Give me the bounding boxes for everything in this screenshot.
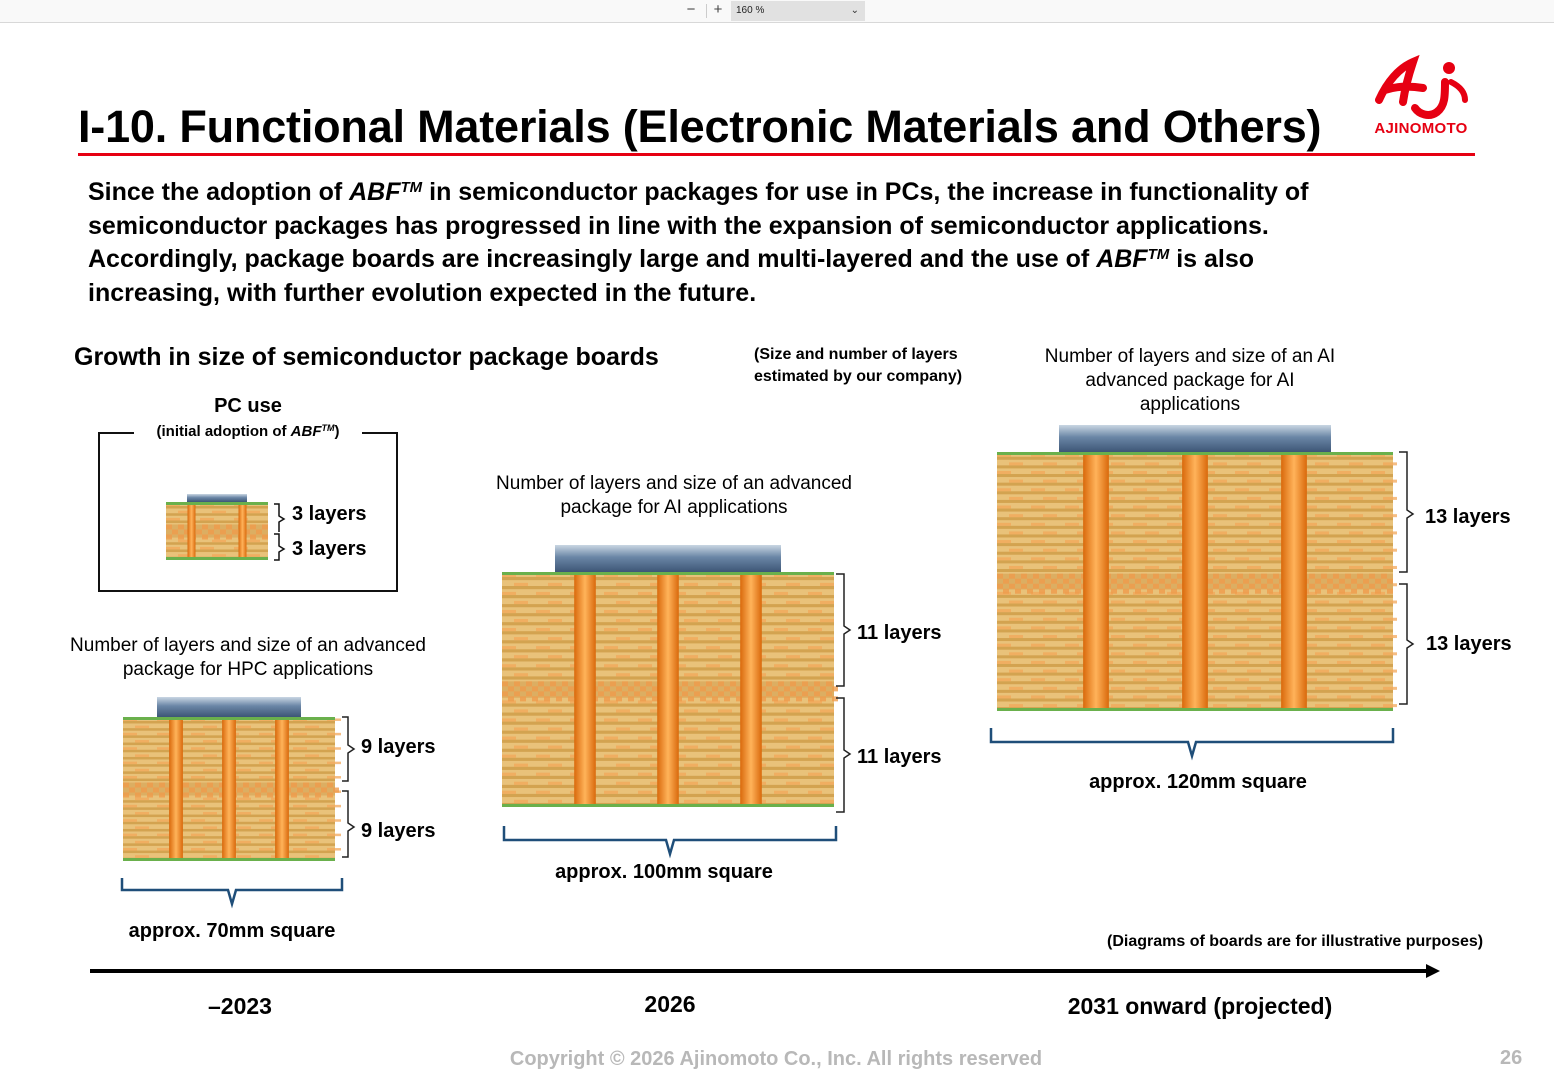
hpc-top-layers: 9 layers <box>361 736 436 758</box>
via <box>574 572 596 807</box>
intro-paragraph: Since the adoption of ABFTM in semicondu… <box>88 178 1309 307</box>
hpc-size-bracket <box>120 876 344 913</box>
ai-2031-layer-brackets <box>1397 450 1417 713</box>
hpc-layer-brackets <box>340 715 360 866</box>
layer-bracket-icon <box>1399 451 1415 705</box>
ai-2026-top-layers: 11 layers <box>857 622 942 644</box>
estimate-note: (Size and number of layers estimated by … <box>754 346 963 385</box>
title-underline <box>78 153 1475 156</box>
layer-bracket-icon <box>342 716 356 858</box>
via <box>222 717 236 861</box>
logo-wordmark: AJINOMOTO <box>1374 120 1468 137</box>
ai-2026-layer-brackets <box>834 572 854 821</box>
ai-2031-board <box>997 425 1397 716</box>
pc-top-layers: 3 layers <box>292 503 367 525</box>
via <box>169 717 183 861</box>
viewer-toolbar: − + 160 % ⌄ <box>0 0 1554 23</box>
zoom-level-value: 160 % <box>736 5 765 16</box>
via <box>657 572 679 807</box>
via <box>275 717 289 861</box>
timeline-2023: –2023 <box>208 993 272 1019</box>
ai-2031-size: approx. 120mm square <box>1089 771 1307 793</box>
chip-die <box>555 545 781 572</box>
page-number: 26 <box>1500 1047 1523 1069</box>
pc-use-title: PC use <box>214 395 282 417</box>
hpc-size: approx. 70mm square <box>128 920 336 942</box>
zoom-out-button[interactable]: − <box>686 1 696 18</box>
illustrative-note: (Diagrams of boards are for illustrative… <box>1107 933 1484 950</box>
ai-2026-board-diagram <box>502 545 838 807</box>
ai-2026-size: approx. 100mm square <box>555 861 773 883</box>
toolbar-divider <box>706 4 707 18</box>
hpc-board-diagram <box>123 697 341 861</box>
pc-board-diagram <box>166 494 268 560</box>
chip-die <box>1059 425 1331 452</box>
hpc-caption: Number of layers and size of an advanced… <box>70 635 426 680</box>
via <box>187 502 196 560</box>
zoom-in-button[interactable]: + <box>713 1 723 18</box>
ai-2031-size-bracket <box>989 726 1395 763</box>
via <box>740 572 762 807</box>
copyright-footer: Copyright © 2026 Ajinomoto Co., Inc. All… <box>509 1048 1043 1070</box>
arrow-right-icon <box>90 964 1440 978</box>
ai-2026-size-bracket <box>502 824 838 861</box>
ai-2026-caption: Number of layers and size of an advanced… <box>496 473 852 518</box>
pc-board <box>166 494 268 565</box>
timeline-2031: 2031 onward (projected) <box>1067 993 1333 1019</box>
chip-die <box>157 697 301 717</box>
size-bracket-icon <box>120 878 344 909</box>
size-bracket-icon <box>989 728 1395 761</box>
via <box>238 502 247 560</box>
zoom-level-select[interactable]: 160 % ⌄ <box>731 1 865 21</box>
size-bracket-icon <box>502 826 838 859</box>
layer-bracket-icon <box>274 503 286 561</box>
pc-use-subtitle: (initial adoption of ABFTM) <box>134 423 362 440</box>
ai-2031-caption: Number of layers and size of an AI advan… <box>1044 346 1336 415</box>
via <box>1281 452 1307 711</box>
ai-2031-board-diagram <box>997 425 1397 711</box>
hpc-bottom-layers: 9 layers <box>361 820 436 842</box>
pc-bottom-layers: 3 layers <box>292 538 367 560</box>
aj-logo-mark-icon <box>1375 54 1468 119</box>
section-heading: Growth in size of semiconductor package … <box>74 343 659 371</box>
timeline-arrow <box>90 960 1442 987</box>
ai-2026-board <box>502 545 838 812</box>
slide-title: I-10. Functional Materials (Electronic M… <box>78 101 1322 152</box>
ajinomoto-logo: AJINOMOTO <box>1365 54 1477 142</box>
ai-2026-bottom-layers: 11 layers <box>857 746 942 768</box>
timeline-2026: 2026 <box>644 991 696 1017</box>
hpc-board <box>123 697 341 866</box>
chevron-down-icon: ⌄ <box>850 5 859 16</box>
layer-bracket-icon <box>836 573 852 813</box>
via <box>1083 452 1109 711</box>
via <box>1182 452 1208 711</box>
ai-2031-bottom-layers: 13 layers <box>1426 633 1512 655</box>
ai-2031-top-layers: 13 layers <box>1425 506 1511 528</box>
chip-die <box>187 494 247 502</box>
pc-bracket <box>270 502 290 567</box>
